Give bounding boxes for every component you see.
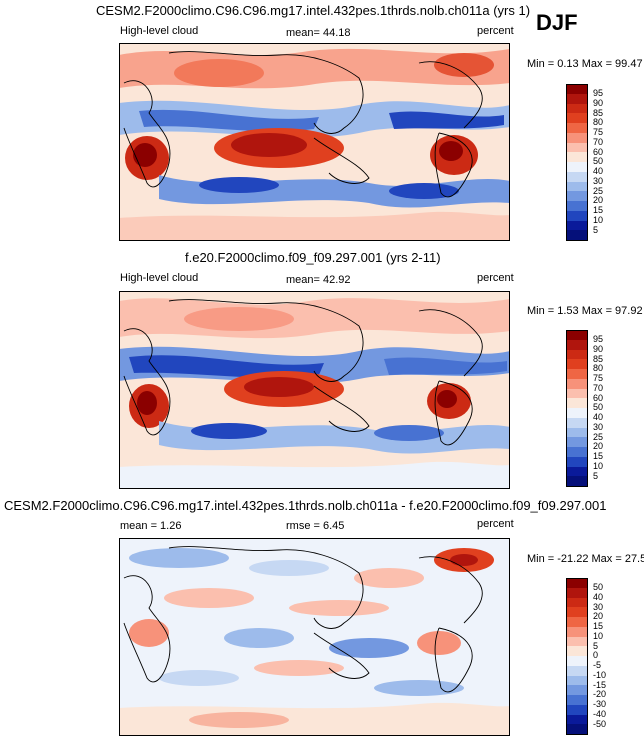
panel-1-colorbar-tick: 60 (593, 146, 604, 157)
panel-1-title: CESM2.F2000climo.C96.C96.mg17.intel.432p… (96, 3, 531, 18)
panel-1-colorbar-tick: 90 (593, 97, 604, 108)
panel-2-colorbar-tick: 75 (593, 373, 604, 383)
panel-2-colorbar-tick: 90 (593, 343, 604, 354)
panel-1-colorbar-tick: 50 (593, 156, 604, 167)
panel-3-minmax-label: Min = -21.22 Max = 27.54 (527, 553, 644, 565)
panel-2-colorbar-tick: 80 (593, 363, 604, 374)
panel-3-map (119, 538, 510, 736)
panel-2-colorbar-tick: 50 (593, 402, 604, 413)
panel-3-colorbar-tick: 30 (593, 601, 604, 612)
panel-1-colorbar-tick: 5 (593, 224, 599, 235)
panel-1-units-label: percent (477, 25, 514, 37)
panel-2-colorbar-tick: 95 (593, 334, 604, 344)
panel-2-colorbar-tick: 15 (593, 451, 604, 461)
panel-3-colorbar-tick: 10 (593, 630, 604, 641)
panel-1-colorbar-tick: 85 (593, 107, 604, 118)
panel-1-colorbar-tick: 30 (593, 175, 604, 186)
panel-2-colorbar-tick: 70 (593, 382, 604, 393)
panel-1-mean-label: mean= 44.18 (286, 27, 351, 39)
panel-2-mean-label: mean= 42.92 (286, 274, 351, 286)
panel-3-colorbar-tick: 50 (593, 582, 604, 592)
panel-2-colorbar-tick: 30 (593, 421, 604, 432)
panel-1-colorbar-tick: 40 (593, 166, 604, 176)
panel-3-colorbar-tick: 40 (593, 591, 604, 602)
panel-2-minmax-label: Min = 1.53 Max = 97.92 (527, 305, 643, 317)
panel-3-colorbar-tick: -15 (593, 679, 607, 690)
panel-1-colorbar-tick: 75 (593, 127, 604, 137)
panel-3-colorbar-tick: 0 (593, 650, 599, 661)
panel-2-map (119, 291, 510, 489)
panel-2-title: f.e20.F2000climo.f09_f09.297.001 (yrs 2-… (185, 250, 441, 265)
panel-2-colorbar: 95 90 85 80 75 70 60 50 40 30 25 20 15 1… (566, 330, 626, 487)
panel-3-rmse-label: rmse = 6.45 (286, 520, 345, 532)
panel-1-variable-label: High-level cloud (120, 25, 199, 37)
panel-1-colorbar-tick: 15 (593, 205, 604, 215)
panel-2-colorbar-tick: 85 (593, 353, 604, 364)
panel-3-colorbar-tick: -10 (593, 669, 607, 680)
panel-3-colorbar: 50 40 30 20 15 10 5 0 -5 -10 -15 -20 -30… (566, 578, 626, 735)
panel-1-map (119, 43, 510, 241)
panel-3-mean-label: mean = 1.26 (120, 520, 182, 532)
panel-3-colorbar-tick: 15 (593, 621, 604, 631)
panel-2-units-label: percent (477, 272, 514, 284)
panel-2-colorbar-tick: 5 (593, 470, 599, 481)
panel-3-colorbar-tick: -40 (593, 708, 607, 719)
panel-2-colorbar-tick: 20 (593, 441, 604, 452)
panel-2-colorbar-tick: 10 (593, 460, 604, 471)
panel-1-colorbar: 95 90 85 80 75 70 60 50 40 30 25 20 15 1… (566, 84, 626, 241)
panel-2-colorbar-tick: 40 (593, 412, 604, 422)
panel-3-colorbar-tick: -20 (593, 689, 607, 700)
panel-3-title: CESM2.F2000climo.C96.C96.mg17.intel.432p… (4, 498, 607, 513)
panel-1-colorbar-tick: 80 (593, 117, 604, 128)
panel-3-colorbar-tick: -30 (593, 699, 607, 709)
panel-1-colorbar-tick: 70 (593, 136, 604, 147)
panel-3-colorbar-tick: -5 (593, 660, 602, 670)
panel-1-colorbar-tick: 95 (593, 88, 604, 98)
panel-1-colorbar-tick: 20 (593, 195, 604, 206)
panel-3-colorbar-tick: 20 (593, 611, 604, 622)
panel-1-colorbar-tick: 10 (593, 214, 604, 225)
panel-1-colorbar-tick: 25 (593, 185, 604, 196)
panel-3-colorbar-tick: 5 (593, 640, 599, 651)
panel-2-colorbar-tick: 60 (593, 392, 604, 403)
panel-3-units-label: percent (477, 518, 514, 530)
panel-2-colorbar-tick: 25 (593, 431, 604, 442)
panel-3-colorbar-tick: -50 (593, 718, 607, 729)
panel-1-minmax-label: Min = 0.13 Max = 99.47 (527, 58, 643, 70)
season-label: DJF (536, 10, 578, 35)
panel-2-variable-label: High-level cloud (120, 272, 199, 284)
